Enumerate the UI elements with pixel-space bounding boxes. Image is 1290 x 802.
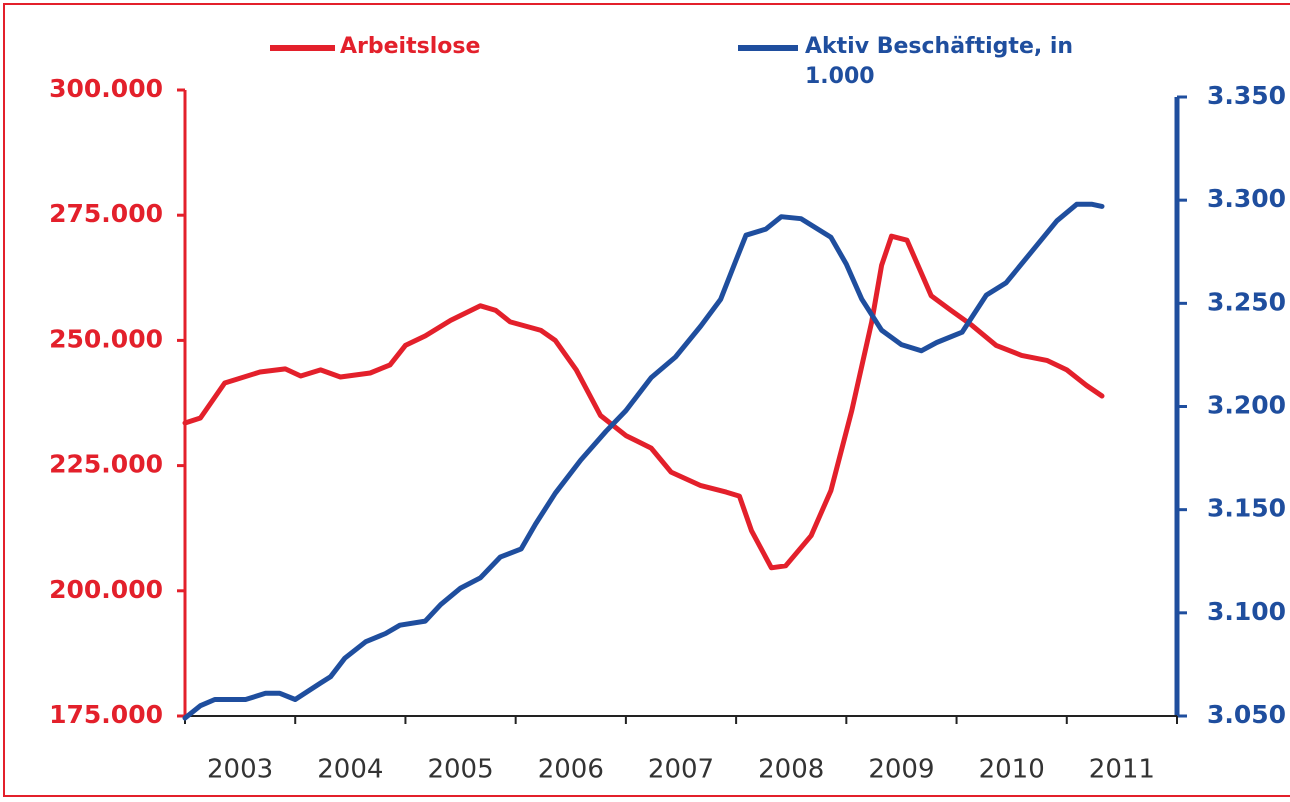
y2-tick-label: 3.050 [1207, 700, 1286, 729]
legend-label: Arbeitslose [340, 34, 481, 59]
y2-tick-label: 3.100 [1207, 597, 1286, 626]
x-tick-label: 2007 [648, 755, 714, 785]
x-tick-label: 2005 [427, 755, 493, 785]
x-tick-label: 2009 [868, 755, 934, 785]
y-tick-label: 275.000 [49, 199, 163, 228]
frame [3, 3, 1290, 797]
y-tick-label: 175.000 [49, 700, 163, 729]
y-tick-label: 200.000 [49, 575, 163, 604]
x-tick-label: 2010 [979, 755, 1045, 785]
y2-tick-label: 3.300 [1207, 184, 1286, 213]
x-tick-label: 2006 [538, 755, 604, 785]
x-tick-label: 2004 [317, 755, 383, 785]
x-tick-label: 2008 [758, 755, 824, 785]
y2-tick-label: 3.150 [1207, 494, 1286, 523]
x-tick-label: 2011 [1089, 755, 1155, 785]
y2-tick-label: 3.200 [1207, 391, 1286, 420]
y-tick-label: 225.000 [49, 450, 163, 479]
series-line [182, 201, 1105, 721]
series-line [182, 233, 1105, 571]
x-tick-label: 2003 [207, 755, 273, 785]
y-tick-label: 250.000 [49, 324, 163, 353]
legend-label: Aktiv Beschäftigte, in 1.000 [805, 34, 1074, 89]
y-tick-label: 300.000 [49, 74, 163, 103]
y2-tick-label: 3.250 [1207, 287, 1286, 316]
y2-tick-label: 3.350 [1207, 81, 1286, 110]
